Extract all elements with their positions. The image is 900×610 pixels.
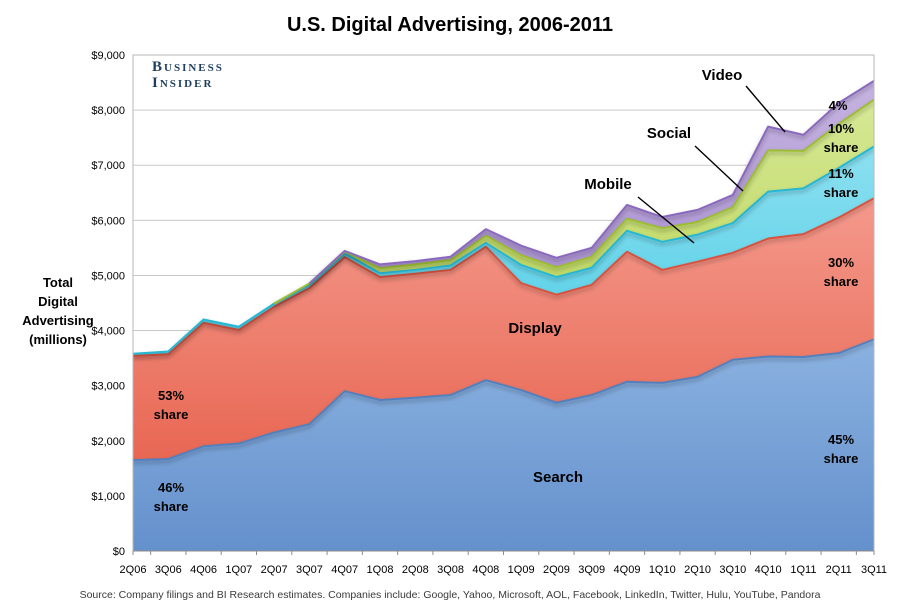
x-tick-label: 4Q08 (472, 564, 499, 576)
edge-mobile (133, 145, 874, 355)
y-axis-title-line: Advertising (22, 313, 94, 328)
callout-line-social (694, 145, 744, 192)
edge-social (273, 98, 874, 305)
series-label-display: Display (508, 320, 562, 337)
share-label: 10% share (824, 121, 859, 155)
logo-line-2: INSIDER (152, 75, 214, 91)
y-axis-title-line: Total (42, 275, 74, 290)
x-tick-label: 3Q07 (296, 564, 323, 576)
x-tick-label: 1Q08 (367, 564, 394, 576)
edge-display (133, 197, 874, 357)
x-tick-label: 3Q08 (437, 564, 464, 576)
source-note: Source: Company filings and BI Research … (79, 589, 821, 601)
y-axis-title: Total Digital Advertising (millions) (8, 273, 108, 349)
y-axis-title-line: (millions) (29, 332, 87, 347)
share-label: 30% share (824, 255, 859, 289)
series-label-search: Search (533, 469, 583, 486)
area-mobile (133, 146, 874, 356)
series-label-social: Social (647, 125, 691, 142)
y-tick-label: $2,000 (91, 436, 125, 448)
x-tick-label: 3Q11 (861, 564, 887, 576)
y-tick-label: $5,000 (91, 270, 125, 282)
business-insider-logo: BUSINESS INSIDER (152, 60, 224, 92)
x-tick-label: 3Q09 (578, 564, 605, 576)
share-label: 4% (829, 98, 848, 113)
x-tick-label: 4Q07 (331, 564, 358, 576)
x-tick-label: 2Q09 (543, 564, 570, 576)
x-tick-label: 2Q07 (261, 564, 288, 576)
share-label: 53% share (154, 388, 189, 422)
x-tick-label: 2Q08 (402, 564, 429, 576)
y-tick-label: $8,000 (91, 105, 125, 117)
annotations: Display Search Video Social Mobile 46% share 53… (154, 67, 859, 514)
x-tick-label: 4Q10 (755, 564, 782, 576)
share-label: 11% share (824, 166, 859, 200)
x-tick-label: 1Q09 (508, 564, 535, 576)
series-label-video: Video (702, 67, 743, 84)
y-tick-label: $3,000 (91, 381, 125, 393)
series-label-mobile: Mobile (584, 176, 632, 193)
x-tick-label: 3Q06 (155, 564, 182, 576)
chart-title: U.S. Digital Advertising, 2006-2011 (286, 14, 614, 36)
area-stack (133, 80, 874, 551)
y-axis-title-line: Digital (38, 294, 78, 309)
y-tick-label: $0 (113, 546, 125, 558)
edge-search (133, 338, 874, 462)
callout-line-mobile (637, 196, 695, 244)
y-tick-label: $7,000 (91, 160, 125, 172)
y-tick-label: $9,000 (91, 50, 125, 62)
x-tick-label: 3Q10 (719, 564, 746, 576)
y-tick-label: $4,000 (91, 326, 125, 338)
x-tick-label: 4Q06 (190, 564, 217, 576)
x-tick-label: 1Q07 (225, 564, 252, 576)
x-tick-label: 4Q09 (614, 564, 641, 576)
logo-line-1: BUSINESS (152, 59, 224, 75)
share-label: 46% share (154, 480, 189, 514)
x-tick-label: 2Q10 (684, 564, 711, 576)
y-tick-label: $6,000 (91, 215, 125, 227)
x-tick-label: 2Q11 (826, 564, 852, 576)
x-tick-label: 2Q06 (120, 564, 147, 576)
x-tick-label: 1Q11 (790, 564, 816, 576)
area-search (133, 339, 874, 551)
share-label: 45% share (824, 432, 859, 466)
x-tick-label: 1Q10 (649, 564, 676, 576)
edge-video (308, 80, 874, 285)
y-tick-label: $1,000 (91, 491, 125, 503)
callout-line-video (745, 85, 786, 133)
x-axis-ticks: 2Q06 3Q06 4Q06 1Q07 2Q07 3Q07 4Q07 1Q08 2Q08 3Q08… (120, 551, 887, 576)
